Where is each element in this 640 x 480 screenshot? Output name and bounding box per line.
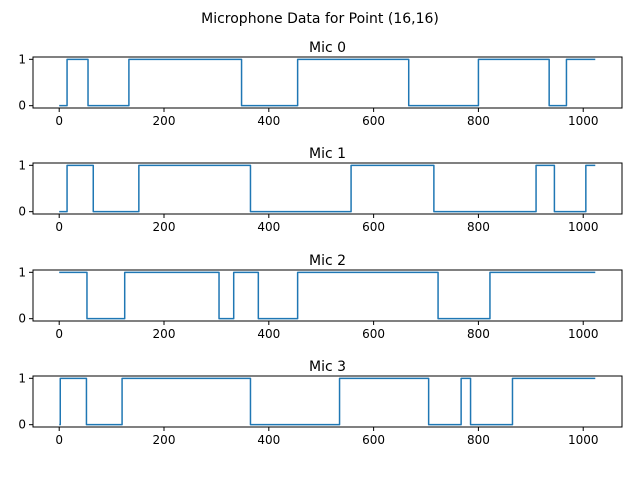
y-tick-label: 1 [18,158,26,172]
x-tick-label: 200 [153,327,176,341]
x-tick-label: 800 [467,220,490,234]
x-tick-label: 400 [257,433,280,447]
x-tick-label: 600 [362,433,385,447]
x-tick-label: 200 [153,433,176,447]
x-tick-label: 0 [55,433,63,447]
x-tick-label: 800 [467,114,490,128]
x-tick-label: 1000 [568,220,599,234]
figure-title: Microphone Data for Point (16,16) [201,11,439,27]
axes-frame [32,56,623,109]
x-tick-label: 200 [153,220,176,234]
series-line [59,58,596,107]
series-line [59,271,596,320]
subplot-mic-1: Mic 1 0 200 400 600 800 1000 0 1 [18,146,623,234]
x-tick-label: 200 [153,114,176,128]
axes-frame [32,375,623,428]
y-tick-label: 0 [18,99,26,113]
x-tick-label: 0 [55,327,63,341]
x-tick-label: 800 [467,327,490,341]
y-tick-label: 1 [18,52,26,66]
x-tick-label: 600 [362,327,385,341]
x-tick-label: 1000 [568,433,599,447]
subplot-title: Mic 0 [309,40,346,56]
y-tick-label: 1 [18,371,26,385]
series-line [59,377,596,426]
subplot-title: Mic 1 [309,146,346,162]
x-tick-label: 0 [55,220,63,234]
subplot-title: Mic 3 [309,359,346,375]
subplot-title: Mic 2 [309,253,346,269]
x-tick-label: 400 [257,114,280,128]
y-tick-label: 1 [18,265,26,279]
x-tick-label: 1000 [568,114,599,128]
y-tick-label: 0 [18,205,26,219]
x-tick-label: 0 [55,114,63,128]
x-tick-label: 400 [257,220,280,234]
y-tick-label: 0 [18,418,26,432]
x-tick-label: 400 [257,327,280,341]
y-tick-label: 0 [18,312,26,326]
subplot-mic-2: Mic 2 0 200 400 600 800 1000 0 1 [18,253,623,341]
x-tick-label: 600 [362,114,385,128]
x-tick-label: 800 [467,433,490,447]
axes-frame [32,162,623,215]
subplot-mic-0: Mic 0 0 200 400 600 800 1000 0 1 [18,40,623,128]
series-line [59,164,596,213]
x-tick-label: 600 [362,220,385,234]
subplot-mic-3: Mic 3 0 200 400 600 800 1000 0 1 [18,359,623,447]
axes-frame [32,269,623,322]
x-tick-label: 1000 [568,327,599,341]
